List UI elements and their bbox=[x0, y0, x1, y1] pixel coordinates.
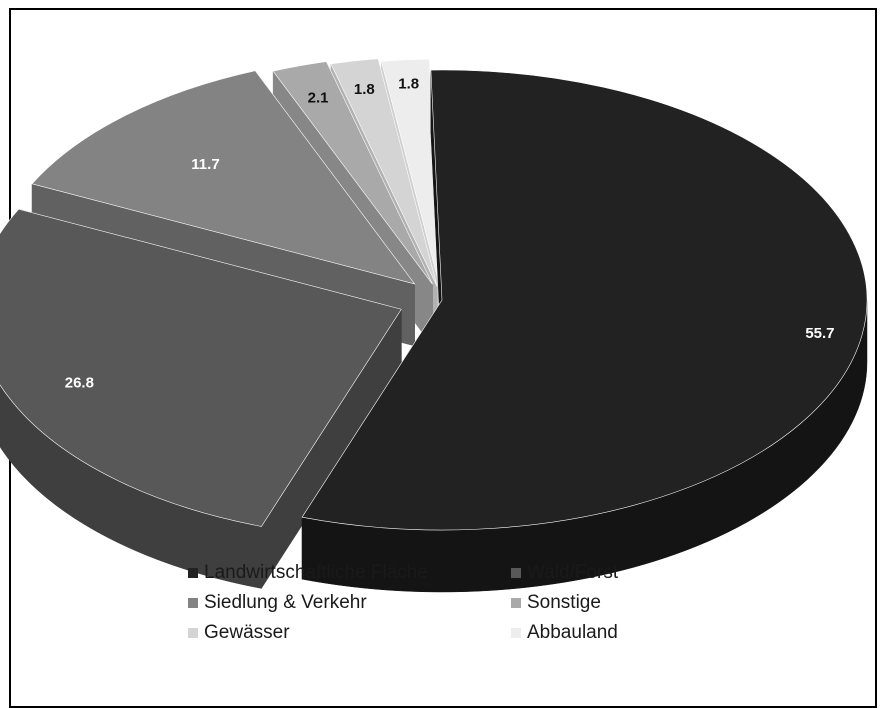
pie-slice-abbauland bbox=[380, 58, 441, 290]
pie-value-label-landwirtschaft: 55.7 bbox=[805, 325, 834, 342]
pie-value-label-gewaesser: 1.8 bbox=[354, 81, 375, 98]
pie-value-label-siedlung: 11.7 bbox=[191, 156, 219, 173]
pie-slice-landwirtschaft bbox=[301, 69, 868, 531]
pie-chart: 55.7 26.8 11.7 2.1 1.8 1.8 bbox=[0, 58, 868, 593]
pie-slice-gewaesser bbox=[330, 58, 438, 287]
pie-slice-siedlung bbox=[31, 70, 416, 285]
pie-value-label-abbauland: 1.8 bbox=[398, 76, 419, 93]
pie-slice-sonstige bbox=[272, 61, 433, 285]
pie-value-label-sonstige: 2.1 bbox=[308, 89, 329, 106]
pie-slice-wald bbox=[0, 208, 402, 527]
pie-value-label-wald: 26.8 bbox=[65, 374, 94, 391]
